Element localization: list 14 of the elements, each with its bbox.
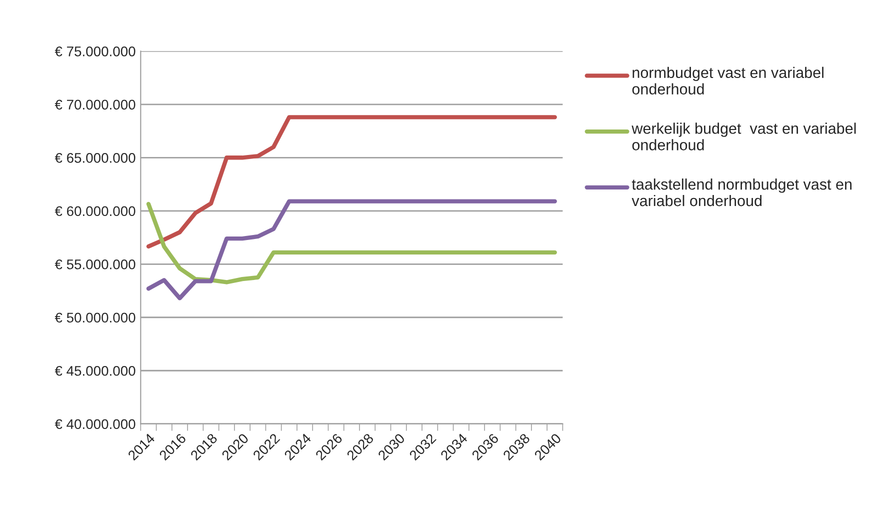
legend-label: werkelijk budget vast en variabel onderhoud <box>632 122 856 150</box>
line-series <box>146 115 557 249</box>
line-series <box>146 202 557 284</box>
line-series <box>146 199 557 300</box>
y-tick-label: € 55.000.000 <box>54 259 136 270</box>
y-tick-label: € 75.000.000 <box>54 46 136 56</box>
y-tick-label: € 70.000.000 <box>54 100 136 110</box>
y-tick-label: € 60.000.000 <box>54 206 136 216</box>
legend-label: normbudget vast en variabel onderhoud <box>632 66 824 94</box>
y-tick-label: € 50.000.000 <box>54 312 136 323</box>
y-tick-label: € 40.000.000 <box>54 419 136 430</box>
y-tick-label: € 45.000.000 <box>54 366 136 376</box>
y-tick-label: € 65.000.000 <box>54 152 136 163</box>
legend-label: taakstellend normbudget vast en variabel onderhoud <box>632 178 852 206</box>
